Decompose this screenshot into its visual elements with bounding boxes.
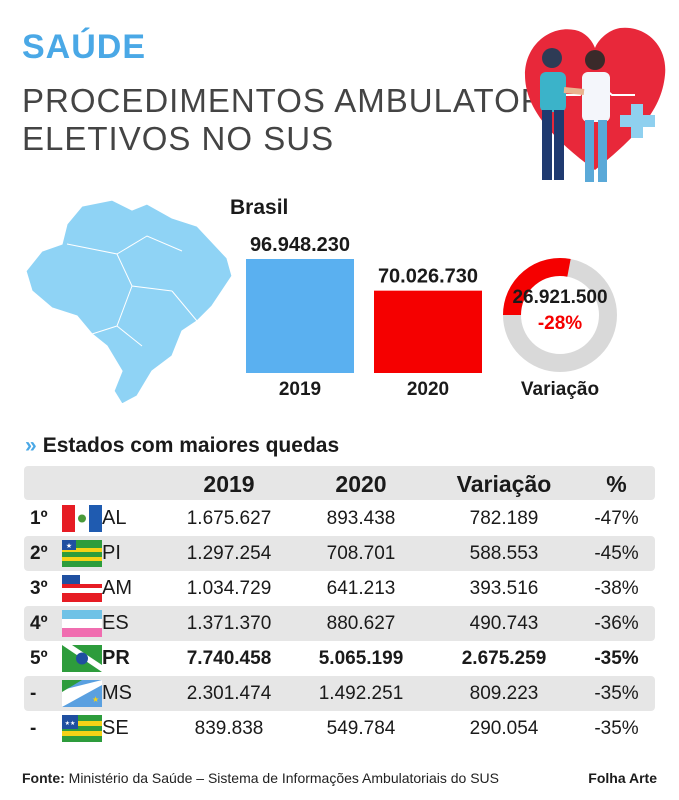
value-percent: -38% xyxy=(594,578,639,599)
title-line-1: PROCEDIMENTOS AMBULATORIAIS xyxy=(22,82,612,119)
states-table: 2019 2020 Variação % 1º AL 1.675.627 893.43… xyxy=(24,466,655,746)
state-code: MS xyxy=(102,682,132,704)
col-header-variacao: Variação xyxy=(456,471,552,497)
flag-pr-icon xyxy=(62,645,102,672)
brasil-chart: Brasil 96.948.230 2019 70.026.730 2020 26.9… xyxy=(230,196,617,400)
col-header-percent: % xyxy=(606,471,627,497)
table-row: 5º PR 7.740.458 5.065.199 2.675.259 -35% xyxy=(24,641,655,676)
donut-label: Variação xyxy=(521,379,599,400)
chart-title: Brasil xyxy=(230,196,288,219)
bar-value-label: 96.948.230 xyxy=(250,234,350,256)
state-code: PR xyxy=(102,647,130,669)
title-line-2: ELETIVOS NO SUS xyxy=(22,120,335,157)
value-percent: -35% xyxy=(594,648,639,669)
section-label: SAÚDE xyxy=(22,28,147,66)
flag-al-icon xyxy=(62,505,102,532)
table-row: 1º AL 1.675.627 893.438 782.189 -47% xyxy=(24,501,655,536)
state-code: AM xyxy=(102,577,132,599)
bar-category-label: 2020 xyxy=(407,379,449,400)
table-row: - ★ MS 2.301.474 1.492.251 809.223 -35% xyxy=(24,676,655,711)
value-percent: -36% xyxy=(594,613,639,634)
donut-slice-variation xyxy=(503,258,571,316)
rank: - xyxy=(30,683,37,704)
svg-text:★: ★ xyxy=(66,542,72,550)
state-code: PI xyxy=(102,542,121,564)
credit: Folha Arte xyxy=(588,770,657,786)
rank: 4º xyxy=(30,613,48,634)
svg-text:★: ★ xyxy=(92,695,99,704)
flag-am-icon xyxy=(62,575,102,602)
double-chevron-icon: » xyxy=(25,434,37,457)
value-2019: 839.838 xyxy=(194,718,264,739)
value-variacao: 2.675.259 xyxy=(461,648,547,669)
value-2019: 1.034.729 xyxy=(186,578,272,599)
rank: - xyxy=(30,718,37,739)
value-2020: 549.784 xyxy=(326,718,396,739)
rank: 1º xyxy=(30,508,48,529)
donut-percent-label: -28% xyxy=(538,313,582,334)
brazil-map xyxy=(25,199,233,405)
value-2020: 708.701 xyxy=(326,543,396,564)
value-2019: 2.301.474 xyxy=(186,683,272,704)
flag-es-icon xyxy=(62,610,102,637)
table-header-row: 2019 2020 Variação % xyxy=(24,466,655,500)
flag-se-icon: ★★ xyxy=(62,715,102,742)
rank: 3º xyxy=(30,578,48,599)
bar-value-label: 70.026.730 xyxy=(378,266,478,288)
state-code: SE xyxy=(102,717,129,739)
value-2020: 893.438 xyxy=(326,508,396,529)
value-2019: 1.297.254 xyxy=(186,543,272,564)
flag-pi-icon: ★ xyxy=(62,540,102,567)
value-percent: -47% xyxy=(594,508,639,529)
flag-ms-icon: ★ xyxy=(62,680,102,707)
rank: 2º xyxy=(30,543,48,564)
value-2020: 5.065.199 xyxy=(318,648,404,669)
value-2020: 641.213 xyxy=(326,578,396,599)
value-variacao: 782.189 xyxy=(469,508,539,529)
doctor-patient-illustration xyxy=(525,27,666,182)
value-percent: -35% xyxy=(594,718,639,739)
table-row: - ★★ SE 839.838 549.784 290.054 -35% xyxy=(24,711,655,746)
value-2020: 880.627 xyxy=(326,613,396,634)
svg-text:★★: ★★ xyxy=(65,720,76,727)
value-2020: 1.492.251 xyxy=(318,683,404,704)
value-2019: 1.371.370 xyxy=(186,613,272,634)
value-variacao: 490.743 xyxy=(469,613,539,634)
table-row: 3º AM 1.034.729 641.213 393.516 -38% xyxy=(24,571,655,606)
value-variacao: 290.054 xyxy=(469,718,539,739)
value-variacao: 393.516 xyxy=(469,578,539,599)
col-header-2020: 2020 xyxy=(335,471,387,497)
value-2019: 7.740.458 xyxy=(186,648,272,669)
state-code: ES xyxy=(102,612,129,634)
value-percent: -45% xyxy=(594,543,639,564)
donut-value-label: 26.921.500 xyxy=(512,287,607,308)
source-note: Fonte: Ministério da Saúde – Sistema de … xyxy=(22,770,499,786)
table-row: 2º ★ PI 1.297.254 708.701 588.553 -45% xyxy=(24,536,655,571)
value-percent: -35% xyxy=(594,683,639,704)
value-2019: 1.675.627 xyxy=(186,508,272,529)
table-heading: » Estados com maiores quedas xyxy=(25,434,340,457)
rank: 5º xyxy=(30,648,48,669)
bar-category-label: 2019 xyxy=(279,379,321,400)
state-code: AL xyxy=(102,507,127,529)
col-header-2019: 2019 xyxy=(203,471,255,497)
table-row: 4º ES 1.371.370 880.627 490.743 -36% xyxy=(24,606,655,641)
bar-2019 xyxy=(246,259,354,373)
value-variacao: 809.223 xyxy=(469,683,539,704)
bar-2020 xyxy=(374,290,482,373)
page-title: PROCEDIMENTOS AMBULATORIAIS ELETIVOS NO … xyxy=(22,82,612,158)
variation-donut: 26.921.500 -28% Variação xyxy=(503,258,617,400)
value-variacao: 588.553 xyxy=(469,543,539,564)
